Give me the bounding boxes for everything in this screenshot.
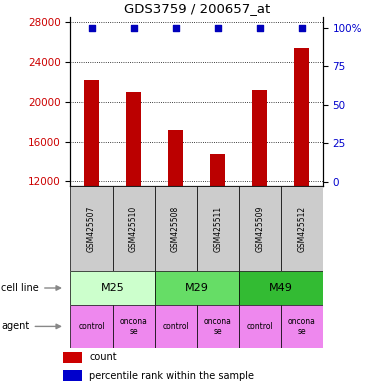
Title: GDS3759 / 200657_at: GDS3759 / 200657_at [124, 2, 270, 15]
Bar [239, 305, 281, 348]
Bar [70, 305, 112, 348]
Text: M49: M49 [269, 283, 293, 293]
Text: oncona
se: oncona se [288, 317, 316, 336]
Text: oncona
se: oncona se [119, 317, 148, 336]
Bar [155, 186, 197, 271]
Bar [197, 186, 239, 271]
Point [131, 25, 137, 31]
Text: control: control [162, 322, 189, 331]
Point [89, 25, 95, 31]
Text: GSM425509: GSM425509 [255, 205, 264, 252]
Bar [239, 186, 281, 271]
Bar [210, 154, 225, 186]
Bar [281, 186, 323, 271]
Text: M25: M25 [101, 283, 124, 293]
Text: M29: M29 [185, 283, 209, 293]
Bar [239, 271, 323, 305]
Bar [252, 90, 267, 186]
Text: cell line: cell line [1, 283, 60, 293]
Text: control: control [246, 322, 273, 331]
Bar [126, 92, 141, 186]
Bar [63, 352, 82, 363]
Text: GSM425507: GSM425507 [87, 205, 96, 252]
Text: count: count [89, 353, 116, 362]
Text: GSM425511: GSM425511 [213, 205, 222, 252]
Text: GSM425508: GSM425508 [171, 205, 180, 252]
Bar [112, 186, 155, 271]
Bar [155, 305, 197, 348]
Bar [63, 370, 82, 381]
Point [173, 25, 178, 31]
Bar [281, 305, 323, 348]
Bar [70, 271, 155, 305]
Text: GSM425510: GSM425510 [129, 205, 138, 252]
Bar [155, 271, 239, 305]
Text: percentile rank within the sample: percentile rank within the sample [89, 371, 254, 381]
Point [299, 25, 305, 31]
Bar [70, 186, 112, 271]
Text: oncona
se: oncona se [204, 317, 232, 336]
Bar [295, 48, 309, 186]
Point [215, 25, 221, 31]
Bar [112, 305, 155, 348]
Text: GSM425512: GSM425512 [297, 205, 306, 252]
Text: agent: agent [1, 321, 60, 331]
Bar [197, 305, 239, 348]
Bar [84, 80, 99, 186]
Text: control: control [78, 322, 105, 331]
Bar [168, 129, 183, 186]
Point [257, 25, 263, 31]
